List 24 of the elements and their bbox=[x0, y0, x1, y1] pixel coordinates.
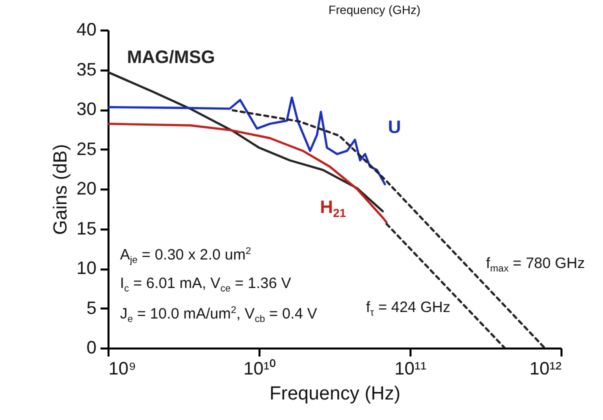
annotation: I$_{c}$ = 6.01 mA, V$_{ce}$ = 1.36 V bbox=[120, 275, 292, 294]
y-tick-label: 25 bbox=[76, 138, 96, 159]
annotation: f$_{τ}$ = 424 GHz bbox=[366, 299, 450, 318]
series-label: U bbox=[388, 117, 401, 137]
y-tick-label: 5 bbox=[86, 298, 96, 318]
y-tick-label: 20 bbox=[76, 178, 96, 198]
annotation: f$_{max}$ = 780 GHz bbox=[486, 255, 585, 274]
y-tick-label: 0 bbox=[86, 338, 96, 358]
x-tick-label: 10¹² bbox=[529, 358, 562, 378]
annotation: A$_{je}$ = 0.30 x 2.0 um$^{2}$ bbox=[120, 246, 252, 266]
y-tick-label: 35 bbox=[76, 59, 96, 80]
series-label: MAG/MSG bbox=[127, 47, 215, 67]
y-tick-label: 15 bbox=[76, 218, 96, 238]
annotation: J$_{e}$ = 10.0 mA/um$^{2}$, V$_{cb}$ = 0.4 V bbox=[120, 305, 318, 325]
series-label: H$_{21}$ bbox=[320, 197, 346, 220]
x-axis-title: Frequency (Hz) bbox=[270, 384, 400, 404]
x-tick-label: 10¹⁰ bbox=[243, 358, 276, 378]
y-axis-title: Gains (dB) bbox=[50, 144, 72, 235]
y-tick-label: 40 bbox=[76, 20, 96, 40]
x-tick-label: 10¹¹ bbox=[394, 358, 427, 378]
x-tick-label: 10⁹ bbox=[108, 358, 136, 378]
y-tick-label: 30 bbox=[76, 99, 96, 119]
y-tick-label: 10 bbox=[76, 258, 96, 278]
chart-title: Frequency (GHz) bbox=[328, 3, 421, 17]
